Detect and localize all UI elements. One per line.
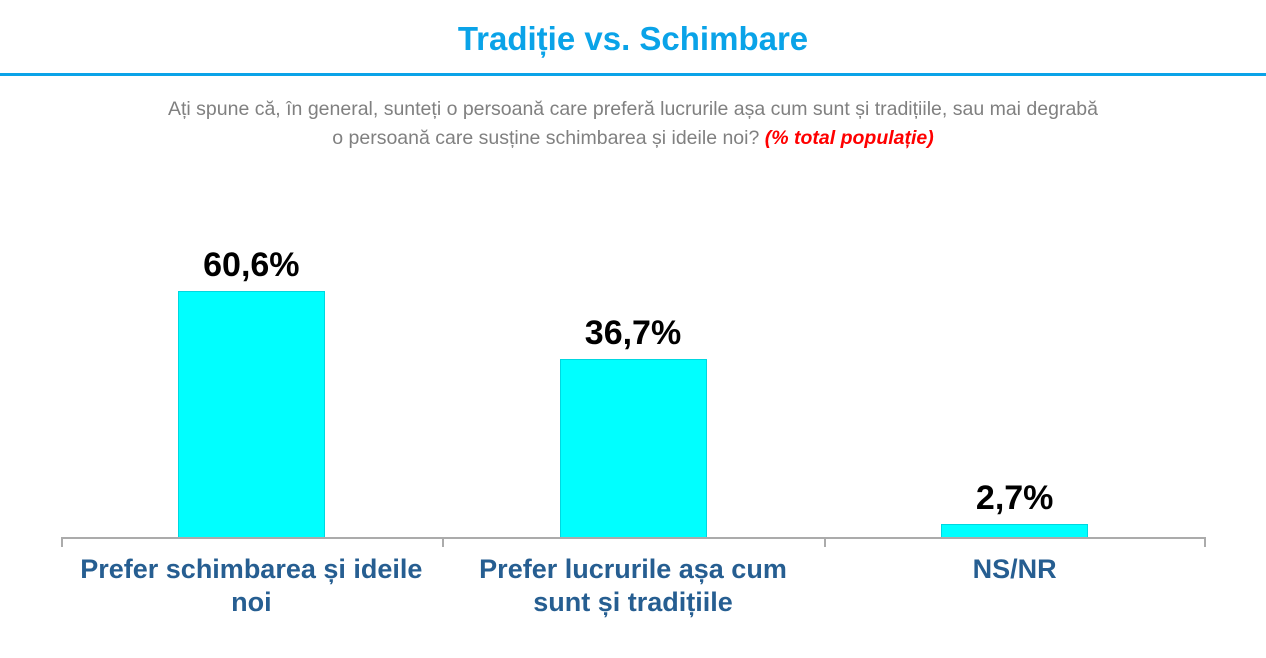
bar (177, 291, 325, 537)
bar-value-label: 2,7% (975, 479, 1054, 517)
bar-column: 60,6% (61, 245, 443, 537)
bar-value-label: 60,6% (203, 246, 300, 284)
question-line-1: Ați spune că, în general, sunteți o pers… (167, 98, 1098, 120)
category-axis: Prefer schimbarea și ideile noi Prefer l… (61, 553, 1206, 619)
bar (941, 524, 1089, 537)
category-label: NS/NR (972, 554, 1057, 584)
page-title: Tradiție vs. Schimbare (457, 20, 809, 57)
survey-question: Ați spune că, în general, sunteți o pers… (0, 95, 1266, 153)
bar-chart: 60,6% 36,7% 2,7% Prefer schimbarea și id… (60, 245, 1206, 619)
category-label: Prefer schimbarea și ideile noi (80, 554, 423, 617)
category-label: Prefer lucrurile așa cum sunt și tradiți… (479, 554, 787, 617)
bar (559, 359, 707, 537)
axis-tick (1203, 537, 1206, 547)
bar-column: 36,7% (442, 245, 824, 537)
question-note: (% total populație) (764, 127, 934, 149)
question-line-2: o persoană care susține schimbarea și id… (332, 127, 760, 149)
chart-plot-area: 60,6% 36,7% 2,7% (60, 245, 1206, 547)
axis-tick (823, 537, 826, 547)
axis-tick (442, 537, 445, 547)
axis-tick (60, 537, 63, 547)
bar-column: 2,7% (824, 245, 1206, 537)
title-divider (0, 73, 1266, 76)
bar-value-label: 36,7% (584, 314, 682, 352)
